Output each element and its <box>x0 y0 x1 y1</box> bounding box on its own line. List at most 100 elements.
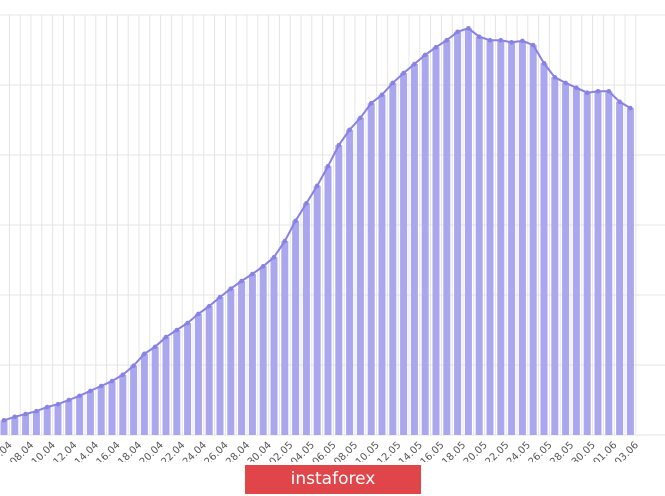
point <box>239 278 244 284</box>
point <box>34 408 39 414</box>
point <box>584 90 590 95</box>
point <box>336 142 342 148</box>
bar <box>324 166 332 435</box>
bar <box>400 73 408 435</box>
bar <box>475 36 483 435</box>
bar <box>367 103 375 435</box>
bar <box>194 313 202 435</box>
point <box>304 201 309 206</box>
point <box>476 34 482 39</box>
point <box>293 218 298 224</box>
bar <box>130 365 138 435</box>
bar <box>594 91 602 436</box>
bar <box>335 145 343 435</box>
bar <box>173 330 181 435</box>
point <box>23 411 28 417</box>
point <box>541 61 547 66</box>
point <box>455 29 460 35</box>
point <box>401 70 406 76</box>
point <box>206 303 212 309</box>
bar <box>259 266 267 435</box>
point <box>314 183 320 189</box>
bar <box>11 416 19 435</box>
bar <box>497 40 505 435</box>
point <box>444 37 450 43</box>
point <box>174 327 180 333</box>
bar <box>443 40 451 435</box>
bar <box>616 101 624 436</box>
point <box>44 404 50 410</box>
point <box>347 127 352 133</box>
bar <box>421 54 429 436</box>
bar <box>313 185 321 435</box>
point <box>390 80 396 86</box>
bar <box>572 87 580 436</box>
bar <box>270 257 278 435</box>
bar <box>518 40 526 436</box>
point <box>412 61 417 67</box>
point <box>250 271 255 277</box>
point <box>185 320 190 326</box>
bar <box>292 220 300 435</box>
point <box>217 294 223 300</box>
point <box>358 115 363 121</box>
bar <box>248 274 256 435</box>
point <box>163 334 169 340</box>
point <box>55 401 61 407</box>
point <box>142 351 147 357</box>
bar <box>216 297 224 435</box>
chart: 06.0408.0410.0412.0414.0416.0418.0420.04… <box>0 14 665 462</box>
point <box>606 89 612 94</box>
bar <box>97 386 105 435</box>
bar <box>583 92 591 435</box>
point <box>574 85 579 91</box>
bar <box>205 306 213 435</box>
bar <box>454 31 462 436</box>
bar <box>238 281 246 435</box>
bar <box>389 82 397 436</box>
bar <box>184 323 192 435</box>
point <box>98 383 104 389</box>
bar <box>65 400 73 435</box>
point <box>12 414 18 420</box>
bar <box>43 407 51 435</box>
bar <box>562 82 570 436</box>
bar <box>0 420 8 435</box>
bar <box>140 353 148 435</box>
point <box>282 238 288 244</box>
point <box>487 37 493 43</box>
bar <box>356 117 364 436</box>
bar <box>551 77 559 436</box>
point <box>520 38 525 44</box>
bar <box>346 129 354 436</box>
point <box>77 393 82 399</box>
point <box>498 37 504 43</box>
bar <box>76 395 84 435</box>
bar <box>54 404 62 435</box>
bar <box>32 411 40 435</box>
bar <box>605 91 613 436</box>
bar <box>486 40 494 435</box>
point <box>271 254 277 260</box>
bar <box>22 414 30 435</box>
bar <box>540 63 548 436</box>
point <box>379 92 385 98</box>
point <box>530 42 536 48</box>
point <box>433 44 439 50</box>
point <box>131 363 136 369</box>
bar <box>626 108 634 435</box>
bar <box>151 346 159 435</box>
bar <box>162 337 170 435</box>
bar <box>464 28 472 436</box>
bar <box>119 374 127 435</box>
point <box>196 311 201 317</box>
bar <box>108 381 116 435</box>
bar <box>378 94 386 436</box>
point <box>509 40 514 45</box>
point <box>563 80 568 86</box>
point <box>628 105 633 111</box>
point <box>88 388 93 394</box>
bar <box>508 42 516 436</box>
point <box>228 286 234 292</box>
bar <box>86 390 94 435</box>
